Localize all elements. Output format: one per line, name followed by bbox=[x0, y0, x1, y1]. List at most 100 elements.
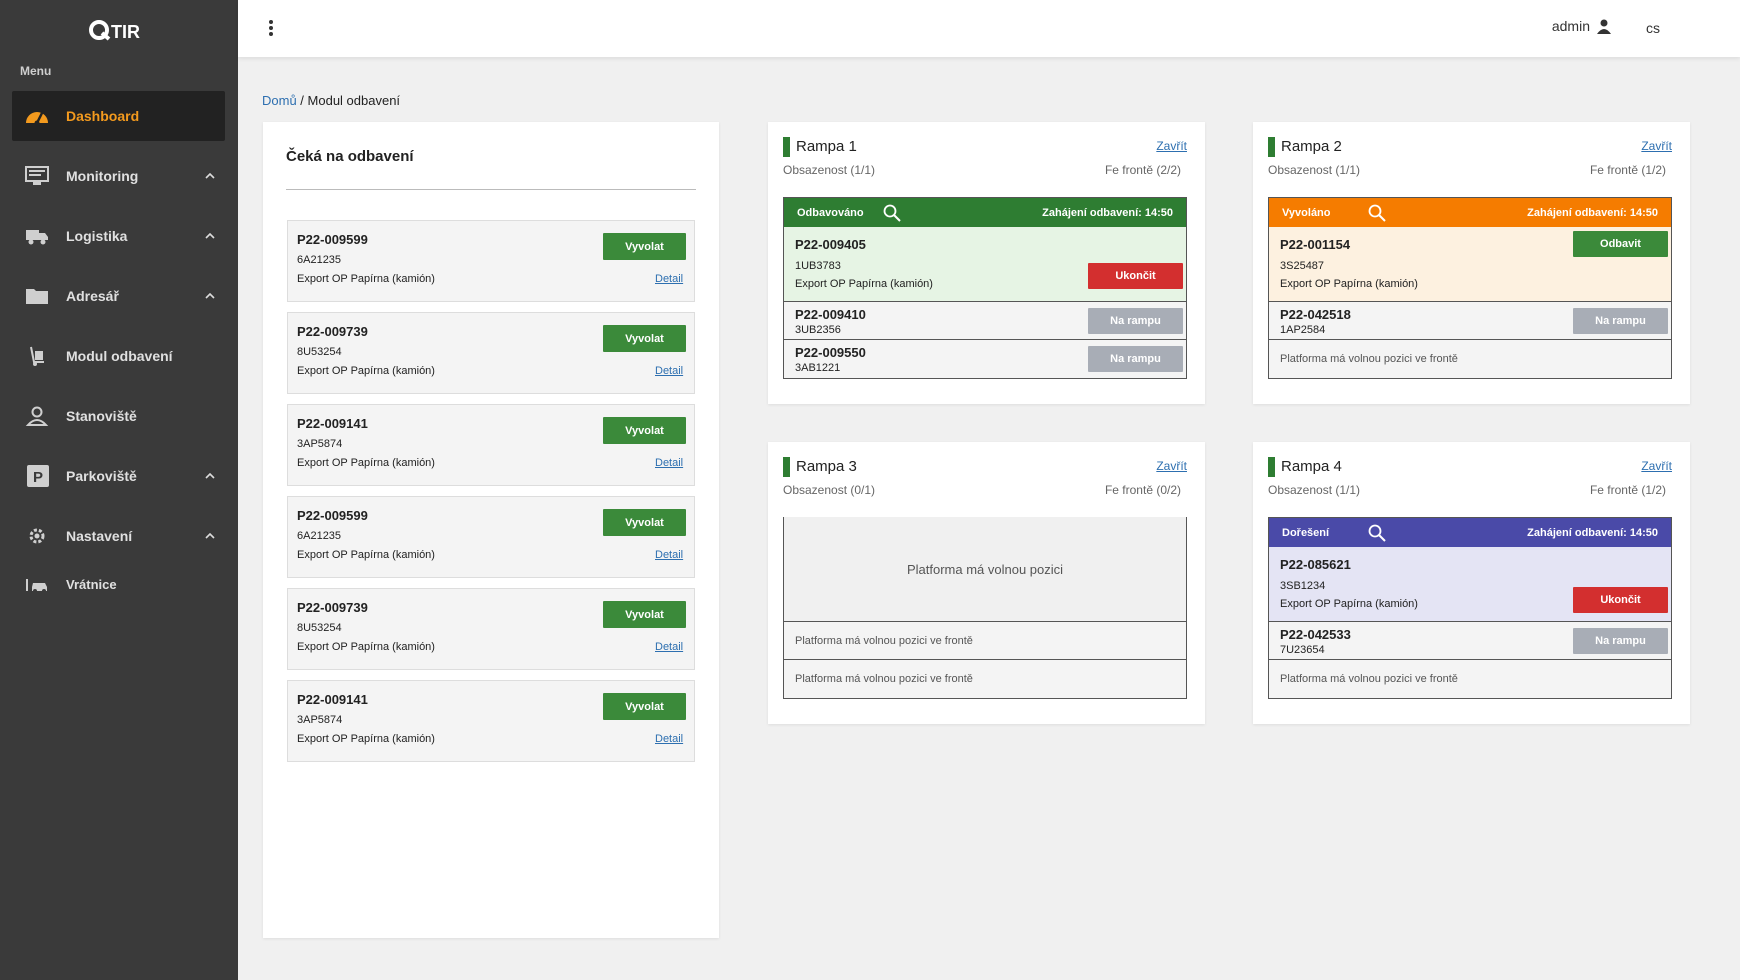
detail-link[interactable]: Detail bbox=[655, 457, 684, 469]
svg-text:TIR: TIR bbox=[111, 22, 140, 42]
ramp-queue: Fe frontě (0/2) bbox=[1104, 483, 1181, 497]
detail-link[interactable]: Detail bbox=[655, 273, 684, 285]
ramp-card-4: Rampa 4 Zavřít Obsazenost (1/1) Fe front… bbox=[1253, 442, 1690, 724]
shipment-code: P22-001154 bbox=[1280, 237, 1351, 252]
queue-row-free: Platforma má volnou pozici ve frontě bbox=[1269, 340, 1671, 378]
sidebar-item-dashboard[interactable]: Dashboard bbox=[12, 91, 225, 141]
sidebar-item-label: Parkoviště bbox=[66, 468, 137, 484]
search-icon[interactable] bbox=[1368, 204, 1398, 222]
active-shipment: P22-085621 3SB1234 Export OP Papírna (ka… bbox=[1269, 547, 1671, 622]
sidebar-item-label: Monitoring bbox=[66, 168, 139, 184]
license-plate: 6A21235 bbox=[297, 254, 342, 266]
call-button[interactable]: Vyvolat bbox=[603, 417, 686, 444]
free-platform-text: Platforma má volnou pozici bbox=[784, 517, 1186, 622]
ramp-box: Platforma má volnou pozici Platforma má … bbox=[783, 517, 1187, 699]
sidebar-item-label: Stanoviště bbox=[66, 408, 137, 424]
chevron-up-icon bbox=[195, 473, 225, 479]
search-icon[interactable] bbox=[1368, 524, 1398, 542]
topbar: admin cs bbox=[238, 0, 1740, 57]
monitor-icon bbox=[22, 161, 52, 191]
sidebar-item-label: Vrátnice bbox=[66, 576, 117, 592]
waiting-item: P22-009739 8U53254 Export OP Papírna (ka… bbox=[287, 312, 695, 394]
shipment-code: P22-009550 bbox=[795, 345, 866, 360]
detail-link[interactable]: Detail bbox=[655, 365, 684, 377]
to-ramp-button[interactable]: Na rampu bbox=[1573, 628, 1668, 654]
language-selector[interactable]: cs bbox=[1646, 20, 1660, 36]
sidebar-item-logistika[interactable]: Logistika bbox=[12, 211, 225, 261]
to-ramp-button[interactable]: Na rampu bbox=[1088, 346, 1183, 372]
close-ramp-link[interactable]: Zavřít bbox=[1641, 459, 1672, 473]
chevron-up-icon bbox=[195, 173, 225, 179]
ramp-card-1: Rampa 1 Zavřít Obsazenost (1/1) Fe front… bbox=[768, 122, 1205, 404]
user-menu[interactable]: admin bbox=[1552, 18, 1612, 34]
app-logo[interactable]: TIR bbox=[0, 0, 238, 60]
sidebar-item-label: Nastavení bbox=[66, 528, 133, 544]
license-plate: 8U53254 bbox=[297, 622, 342, 634]
dispatch-button[interactable]: Odbavit bbox=[1573, 231, 1668, 257]
call-button[interactable]: Vyvolat bbox=[603, 233, 686, 260]
waiting-item: P22-009599 6A21235 Export OP Papírna (ka… bbox=[287, 220, 695, 302]
close-ramp-link[interactable]: Zavřít bbox=[1641, 139, 1672, 153]
license-plate: 1UB3783 bbox=[795, 260, 841, 272]
sidebar-item-monitoring[interactable]: Monitoring bbox=[12, 151, 225, 201]
free-slot-text: Platforma má volnou pozici ve frontě bbox=[795, 673, 973, 685]
sidebar-item-vratnice[interactable]: Vrátnice bbox=[12, 560, 225, 608]
sidebar: TIR Menu Dashboard Monitoring Logistika … bbox=[0, 0, 238, 980]
ramp-card-2: Rampa 2 Zavřít Obsazenost (1/1) Fe front… bbox=[1253, 122, 1690, 404]
breadcrumb-home[interactable]: Domů bbox=[262, 93, 297, 108]
ramp-occupancy: Obsazenost (1/1) bbox=[1268, 483, 1361, 497]
queue-row: P22-042518 1AP2584 Na rampu bbox=[1269, 302, 1671, 340]
chevron-up-icon bbox=[195, 233, 225, 239]
ramp-name: Rampa 4 bbox=[1281, 458, 1342, 475]
ramp-card-3: Rampa 3 Zavřít Obsazenost (0/1) Fe front… bbox=[768, 442, 1205, 724]
location-person-icon bbox=[22, 401, 52, 431]
detail-link[interactable]: Detail bbox=[655, 733, 684, 745]
finish-button[interactable]: Ukončit bbox=[1088, 263, 1183, 289]
start-time: Zahájení odbavení: 14:50 bbox=[1042, 206, 1173, 219]
shipment-code: P22-009410 bbox=[795, 307, 866, 322]
start-time: Zahájení odbavení: 14:50 bbox=[1527, 206, 1658, 219]
sidebar-item-stanoviste[interactable]: Stanoviště bbox=[12, 391, 225, 441]
shipment-description: Export OP Papírna (kamión) bbox=[795, 278, 933, 290]
free-slot-text: Platforma má volnou pozici ve frontě bbox=[1280, 353, 1458, 365]
license-plate: 3SB1234 bbox=[1280, 580, 1326, 592]
detail-link[interactable]: Detail bbox=[655, 549, 684, 561]
license-plate: 3UB2356 bbox=[795, 324, 841, 336]
shipment-code: P22-085621 bbox=[1280, 557, 1351, 572]
free-slot-text: Platforma má volnou pozici ve frontě bbox=[1280, 673, 1458, 685]
more-vertical-icon[interactable] bbox=[268, 20, 274, 36]
shipment-code: P22-042533 bbox=[1280, 627, 1351, 642]
sidebar-item-modul-odbaveni[interactable]: Modul odbavení bbox=[12, 331, 225, 381]
ramp-occupancy: Obsazenost (1/1) bbox=[1268, 163, 1361, 177]
license-plate: 3AP5874 bbox=[297, 714, 343, 726]
ramp-indicator bbox=[783, 457, 790, 477]
truck-icon bbox=[22, 221, 52, 251]
search-icon[interactable] bbox=[883, 204, 913, 222]
sidebar-item-label: Logistika bbox=[66, 228, 128, 244]
ramp-occupancy: Obsazenost (1/1) bbox=[783, 163, 876, 177]
sidebar-item-parkoviste[interactable]: P Parkoviště bbox=[12, 451, 225, 501]
call-button[interactable]: Vyvolat bbox=[603, 325, 686, 352]
close-ramp-link[interactable]: Zavřít bbox=[1156, 139, 1187, 153]
waiting-panel: Čeká na odbavení P22-009599 6A21235 Expo… bbox=[263, 122, 719, 938]
breadcrumb-separator: / bbox=[296, 93, 308, 108]
detail-link[interactable]: Detail bbox=[655, 641, 684, 653]
queue-row: P22-009410 3UB2356 Na rampu bbox=[784, 302, 1186, 340]
shipment-description: Export OP Papírna (kamión) bbox=[297, 641, 435, 653]
license-plate: 8U53254 bbox=[297, 346, 342, 358]
sidebar-item-nastaveni[interactable]: Nastavení bbox=[12, 511, 225, 561]
parking-icon: P bbox=[22, 461, 52, 491]
breadcrumb: Domů / Modul odbavení bbox=[262, 93, 400, 108]
sidebar-item-adresar[interactable]: Adresář bbox=[12, 271, 225, 321]
to-ramp-button[interactable]: Na rampu bbox=[1088, 308, 1183, 334]
shipment-code: P22-009739 bbox=[297, 324, 368, 339]
close-ramp-link[interactable]: Zavřít bbox=[1156, 459, 1187, 473]
chevron-up-icon bbox=[195, 293, 225, 299]
call-button[interactable]: Vyvolat bbox=[603, 509, 686, 536]
finish-button[interactable]: Ukončit bbox=[1573, 587, 1668, 613]
call-button[interactable]: Vyvolat bbox=[603, 693, 686, 720]
call-button[interactable]: Vyvolat bbox=[603, 601, 686, 628]
waiting-title: Čeká na odbavení bbox=[286, 148, 414, 165]
to-ramp-button[interactable]: Na rampu bbox=[1573, 308, 1668, 334]
ramp-status-header: Dořešení Zahájení odbavení: 14:50 bbox=[1269, 518, 1671, 547]
